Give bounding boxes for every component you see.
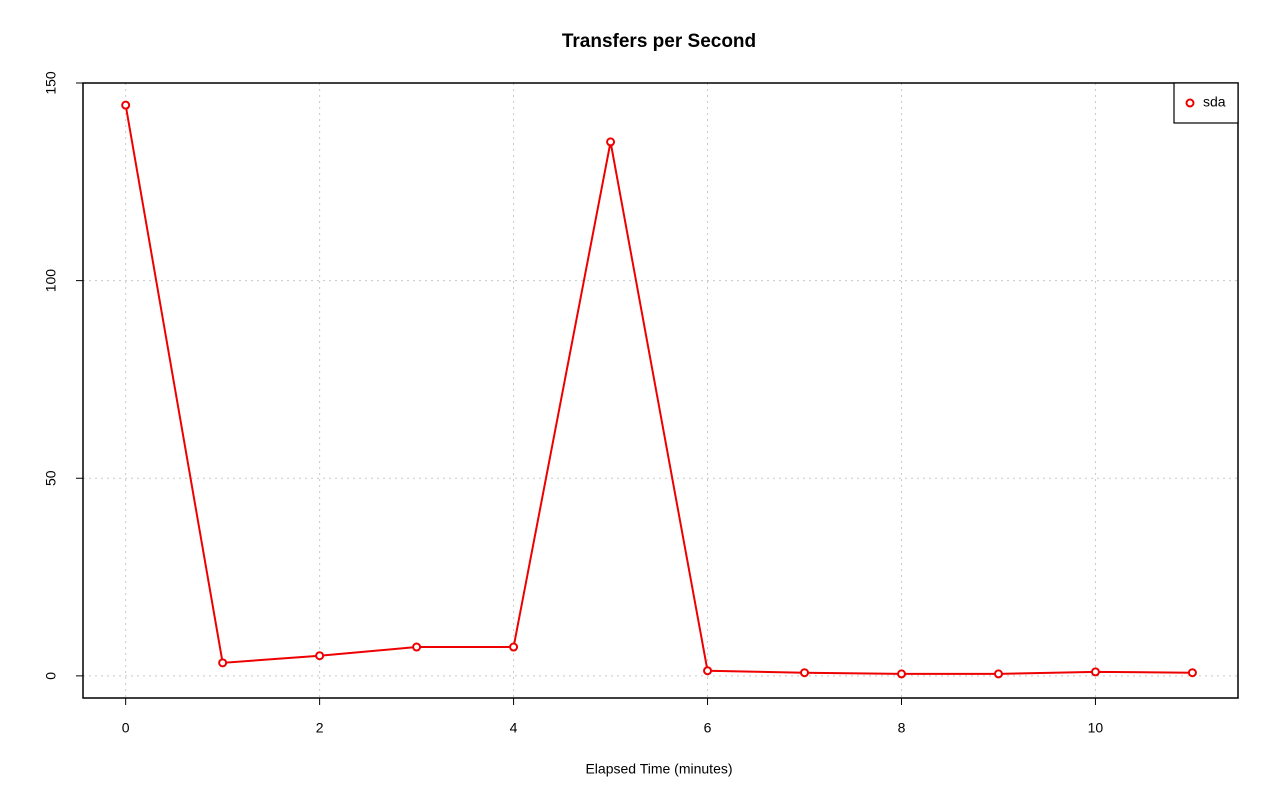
data-point <box>896 669 906 679</box>
y-tick-label: 50 <box>43 470 59 486</box>
x-tick-label: 2 <box>316 720 324 736</box>
data-point <box>315 651 325 661</box>
legend-label: sda <box>1203 94 1226 110</box>
data-point <box>412 642 422 652</box>
data-point <box>121 100 131 110</box>
x-tick-label: 0 <box>122 720 130 736</box>
x-tick-label: 4 <box>510 720 518 736</box>
data-point <box>1187 668 1197 678</box>
data-point <box>703 666 713 676</box>
legend-marker <box>1185 98 1195 108</box>
chart-title: Transfers per Second <box>562 31 756 52</box>
data-point <box>606 137 616 147</box>
y-tick-label: 0 <box>43 672 59 680</box>
x-tick-label: 8 <box>898 720 906 736</box>
data-point <box>993 669 1003 679</box>
plot-frame <box>82 82 1239 699</box>
x-tick-label: 6 <box>704 720 712 736</box>
y-tick-label: 100 <box>43 269 59 293</box>
x-axis-label: Elapsed Time (minutes) <box>585 761 732 777</box>
data-point <box>218 658 228 668</box>
data-point <box>800 668 810 678</box>
legend-box <box>1173 82 1239 124</box>
y-tick-label: 150 <box>43 71 59 95</box>
data-point <box>509 642 519 652</box>
data-line <box>124 104 1193 675</box>
x-tick-label: 10 <box>1088 720 1104 736</box>
data-point <box>1090 667 1100 677</box>
